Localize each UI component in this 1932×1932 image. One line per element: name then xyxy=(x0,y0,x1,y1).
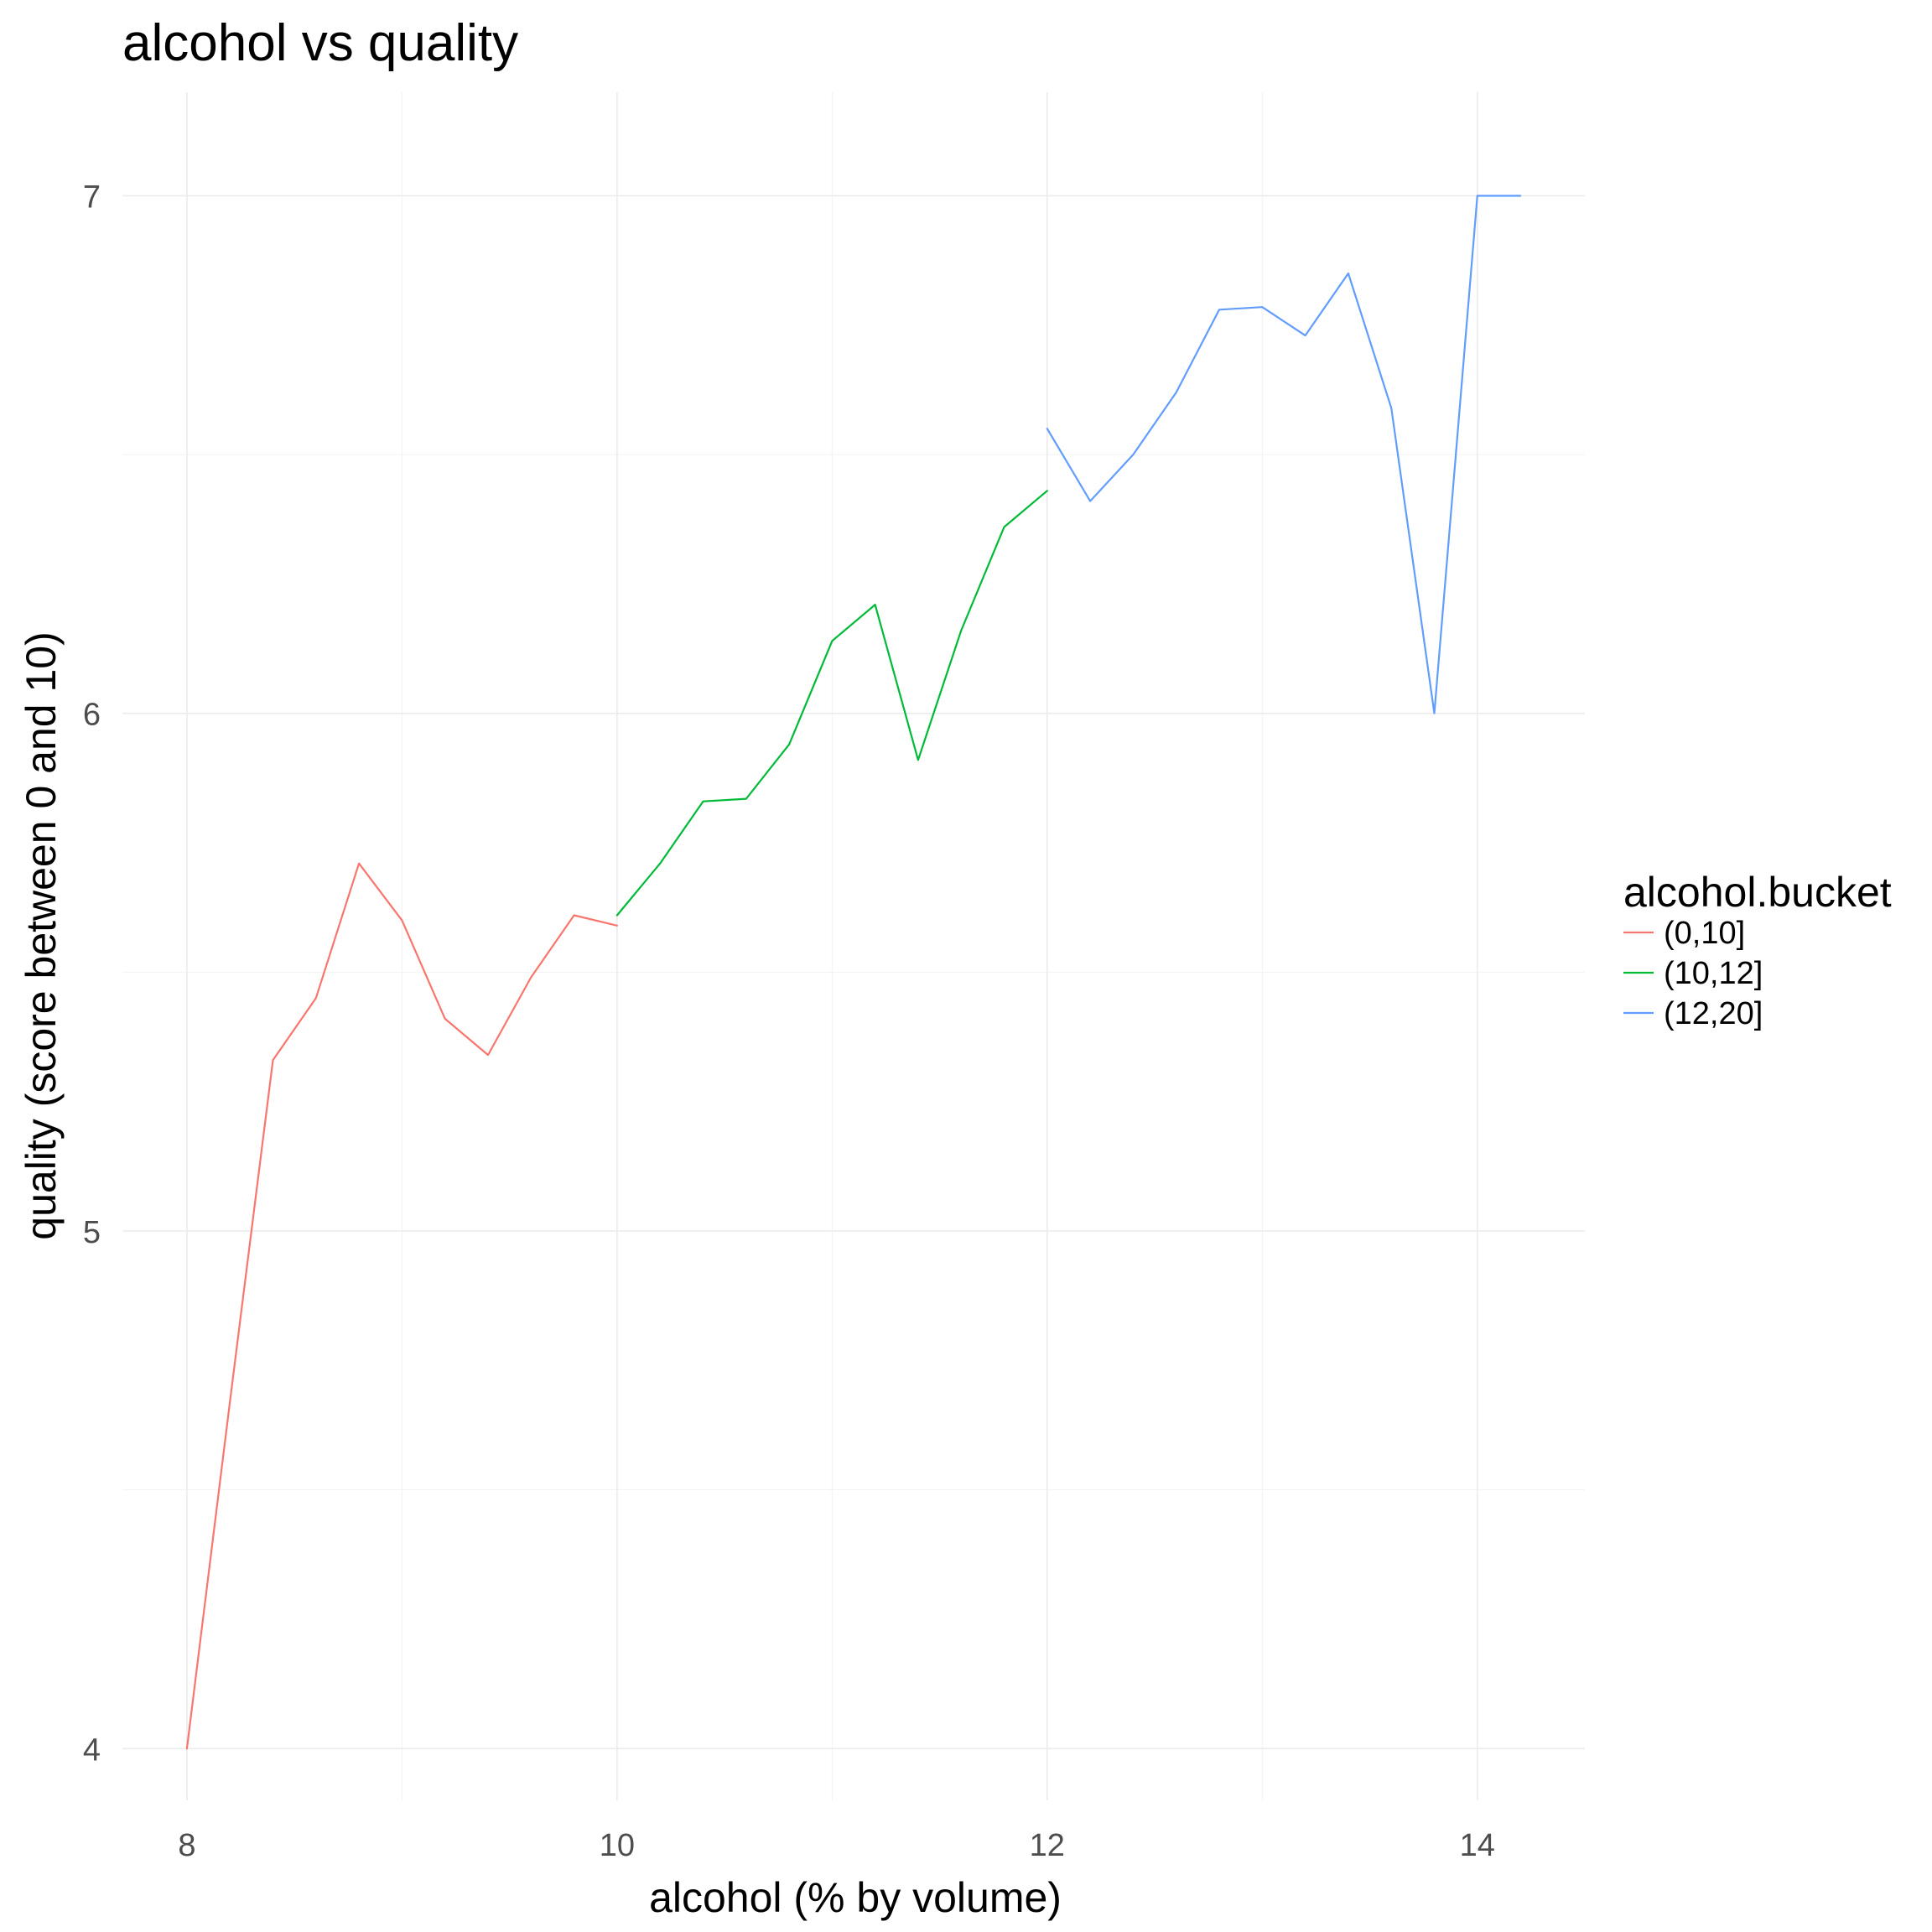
y-tick-label: 6 xyxy=(83,698,101,733)
plot-lines xyxy=(185,195,1522,1750)
x-tick-label: 14 xyxy=(1460,1828,1495,1863)
y-tick-label: 5 xyxy=(83,1215,101,1250)
x-axis-title: alcohol (% by volume) xyxy=(649,1874,1062,1921)
x-tick-label: 10 xyxy=(600,1828,635,1863)
legend-item: (0,10] xyxy=(1623,916,1745,951)
legend-items: (0,10] (10,12] (12,20] xyxy=(1623,916,1763,1031)
y-tick-label: 4 xyxy=(83,1732,101,1768)
series-line-3 xyxy=(1046,195,1522,714)
axis-ticks: 8 10 12 14 4 5 6 7 xyxy=(83,179,1495,1863)
legend-item: (10,12] xyxy=(1623,956,1763,991)
grid xyxy=(122,92,1585,1800)
x-tick-label: 12 xyxy=(1030,1828,1065,1863)
y-tick-label: 7 xyxy=(83,179,101,215)
series-line-1 xyxy=(185,862,619,1750)
series-line-2 xyxy=(615,490,1048,917)
legend-item: (12,20] xyxy=(1623,996,1763,1031)
legend-title: alcohol.bucket xyxy=(1623,869,1892,916)
legend-label: (12,20] xyxy=(1664,996,1763,1031)
x-tick-label: 8 xyxy=(178,1828,195,1863)
legend: alcohol.bucket (0,10] (10,12] (12,20] xyxy=(1623,869,1892,1031)
legend-label: (10,12] xyxy=(1664,956,1763,991)
chart-title: alcohol vs quality xyxy=(122,14,518,72)
legend-label: (0,10] xyxy=(1664,916,1745,951)
y-axis-title: quality (score between 0 and 10) xyxy=(18,631,65,1239)
